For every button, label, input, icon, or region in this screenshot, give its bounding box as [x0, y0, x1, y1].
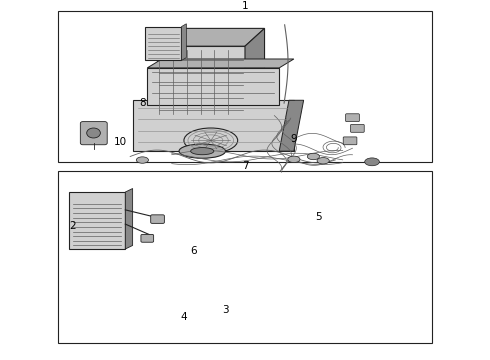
- Ellipse shape: [179, 144, 225, 158]
- Polygon shape: [181, 24, 186, 60]
- Text: 9: 9: [291, 134, 297, 144]
- FancyBboxPatch shape: [151, 215, 164, 223]
- Text: 2: 2: [70, 221, 76, 231]
- Bar: [145, 27, 181, 60]
- Polygon shape: [157, 28, 265, 46]
- FancyBboxPatch shape: [345, 114, 359, 122]
- Ellipse shape: [365, 158, 379, 166]
- Bar: [58, 10, 432, 162]
- Ellipse shape: [317, 158, 329, 164]
- Polygon shape: [245, 28, 265, 117]
- FancyBboxPatch shape: [157, 46, 245, 117]
- FancyBboxPatch shape: [141, 234, 154, 242]
- Text: 1: 1: [242, 1, 248, 11]
- Polygon shape: [125, 189, 133, 249]
- Bar: [69, 192, 125, 249]
- Ellipse shape: [288, 156, 300, 162]
- Text: 6: 6: [191, 246, 197, 256]
- Ellipse shape: [136, 157, 148, 163]
- Text: 8: 8: [139, 98, 146, 108]
- FancyBboxPatch shape: [343, 137, 357, 145]
- Ellipse shape: [184, 128, 238, 153]
- Text: 5: 5: [315, 212, 321, 222]
- FancyBboxPatch shape: [147, 68, 279, 105]
- Polygon shape: [147, 59, 294, 68]
- Ellipse shape: [87, 128, 100, 138]
- FancyBboxPatch shape: [133, 100, 294, 151]
- Text: 4: 4: [181, 312, 187, 322]
- Bar: [58, 171, 432, 343]
- Text: 7: 7: [242, 161, 248, 171]
- FancyBboxPatch shape: [350, 125, 364, 132]
- Ellipse shape: [307, 153, 319, 160]
- FancyBboxPatch shape: [80, 122, 107, 145]
- Polygon shape: [279, 100, 304, 151]
- Ellipse shape: [191, 148, 214, 155]
- Text: 3: 3: [222, 305, 229, 315]
- Text: 10: 10: [114, 137, 127, 147]
